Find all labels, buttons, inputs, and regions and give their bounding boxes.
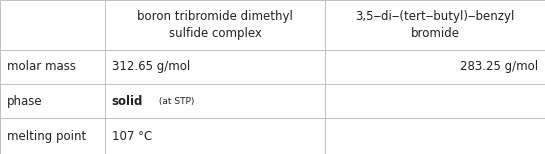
Text: solid: solid <box>112 95 143 107</box>
Text: melting point: melting point <box>7 130 86 143</box>
Text: molar mass: molar mass <box>7 61 76 73</box>
Text: 312.65 g/mol: 312.65 g/mol <box>112 61 190 73</box>
Text: 3,5‒di‒(tert‒butyl)‒benzyl
bromide: 3,5‒di‒(tert‒butyl)‒benzyl bromide <box>355 10 515 40</box>
Text: 107 °C: 107 °C <box>112 130 152 143</box>
Text: phase: phase <box>7 95 42 107</box>
Text: boron tribromide dimethyl
sulfide complex: boron tribromide dimethyl sulfide comple… <box>137 10 293 40</box>
Text: 283.25 g/mol: 283.25 g/mol <box>461 61 538 73</box>
Text: (at STP): (at STP) <box>156 97 195 105</box>
